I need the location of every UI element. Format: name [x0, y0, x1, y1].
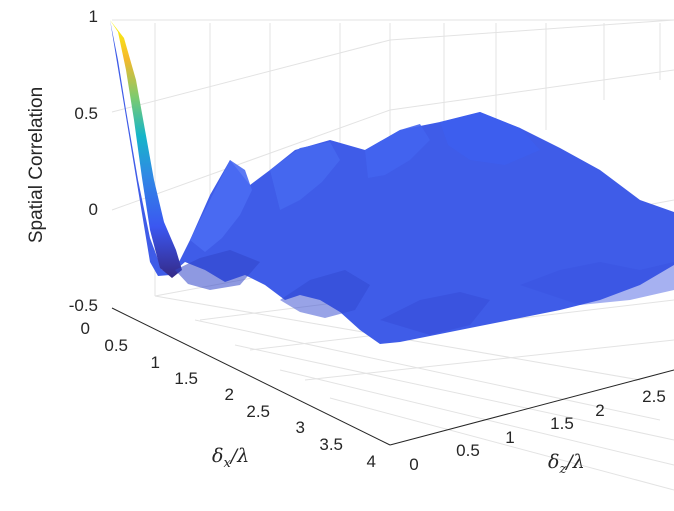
surface-ridge-2: [270, 142, 340, 210]
surface: [110, 20, 674, 344]
surface-trough-4: [520, 262, 674, 305]
x-axis-label: δx/λ: [212, 445, 249, 471]
x-tick-label: 1: [151, 353, 160, 372]
x-tick-label: 4: [367, 452, 376, 471]
y-axis-label-base: δ: [548, 451, 559, 473]
y-tick-label: 2: [595, 401, 604, 420]
y-tick-label: 1: [505, 428, 514, 447]
x-axis-label-suffix: /λ: [229, 445, 249, 467]
z-tick-label: 0.5: [74, 104, 98, 123]
z-tick-label: 0: [89, 200, 98, 219]
y-axis-label-suffix: /λ: [564, 451, 584, 473]
z-tick-label: -0.5: [69, 296, 98, 315]
x-tick-label: 3: [296, 418, 305, 437]
axes: [111, 307, 674, 446]
z-axis-ticks: 1 0.5 0 -0.5: [69, 7, 98, 315]
y-axis-label-sub: z: [558, 462, 566, 477]
y-tick-label: 1.5: [550, 414, 574, 433]
surface-trough-3: [380, 292, 490, 335]
z-axis-label: Spatial Correlation: [26, 87, 47, 243]
y-axis-ticks: 0 0.5 1 1.5 2 2.5: [409, 387, 666, 474]
x-tick-label: 1.5: [174, 369, 198, 388]
x-axis-label-base: δ: [212, 445, 223, 467]
x-tick-label: 2.5: [246, 402, 270, 421]
x-tick-label: 2: [225, 385, 234, 404]
z-tick-label: 1: [89, 7, 98, 26]
x-tick-label: 0.5: [104, 336, 128, 355]
x-axis-label-sub: x: [223, 456, 231, 471]
surface-trough-2: [280, 270, 370, 318]
y-tick-label: 2.5: [642, 387, 666, 406]
surface-front-edge: [110, 20, 182, 278]
x-tick-label: 3.5: [319, 435, 343, 454]
y-tick-label: 0.5: [456, 441, 480, 460]
surface-ridge-1: [190, 160, 252, 252]
x-tick-label: 0: [81, 319, 90, 338]
surface-trough-1: [175, 250, 260, 290]
y-axis-label: δz/λ: [548, 451, 585, 477]
surface-ridge-4: [440, 112, 540, 165]
surface-ridge-3: [365, 124, 430, 178]
x-axis-ticks: 0 0.5 1 1.5 2 2.5 3 3.5 4: [81, 319, 376, 471]
y-tick-label: 0: [409, 455, 418, 474]
